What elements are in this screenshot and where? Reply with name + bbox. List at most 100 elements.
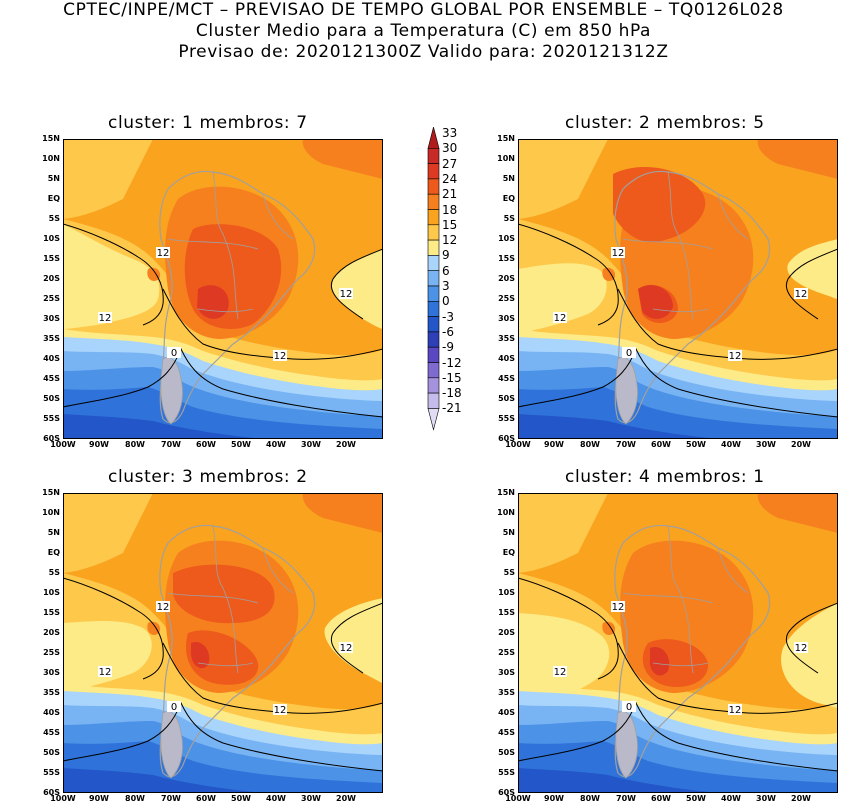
lon-label: 80W bbox=[580, 794, 600, 803]
band-ge-24 bbox=[191, 642, 210, 669]
country-borders bbox=[167, 171, 294, 320]
south-america-coastline bbox=[614, 524, 771, 778]
contour-0 bbox=[518, 701, 838, 772]
lat-label: 50S bbox=[43, 748, 60, 757]
contour-0 bbox=[63, 701, 383, 772]
contour-12-west bbox=[63, 223, 164, 326]
lat-label: 5N bbox=[47, 528, 60, 537]
south-america-coastline bbox=[614, 170, 771, 424]
band-12-15-nw bbox=[63, 493, 153, 573]
map-svg: 12 12 12 12 0 bbox=[63, 493, 383, 793]
south-america-coastline bbox=[159, 524, 316, 778]
contour-12-east bbox=[785, 602, 838, 674]
lat-label: 45S bbox=[43, 374, 60, 383]
contour-12-south bbox=[617, 288, 838, 360]
lon-label: 100W bbox=[505, 794, 531, 803]
lon-label: 90W bbox=[544, 794, 564, 803]
colorbar-label: -12 bbox=[442, 355, 462, 370]
lat-label: 10N bbox=[42, 508, 60, 517]
colorbar-label: 9 bbox=[442, 248, 450, 263]
band-18-21-blob bbox=[147, 621, 161, 635]
colorbar-label: 12 bbox=[442, 233, 458, 248]
lat-label: 60S bbox=[498, 434, 515, 443]
lon-label: 50W bbox=[686, 794, 706, 803]
contour-label-12: 12 bbox=[157, 248, 170, 259]
lat-label: 35S bbox=[498, 334, 515, 343]
lat-label: 35S bbox=[43, 688, 60, 697]
contour-label-12: 12 bbox=[274, 351, 287, 362]
map-svg: 12 12 12 12 0 bbox=[518, 493, 838, 793]
lat-label: EQ bbox=[502, 548, 515, 557]
contour-0 bbox=[518, 347, 838, 418]
lat-label: 20S bbox=[498, 628, 515, 637]
contour-label-12: 12 bbox=[612, 602, 625, 613]
colorbar-swatch bbox=[427, 301, 440, 317]
header: CPTEC/INPE/MCT – PREVISAO DE TEMPO GLOBA… bbox=[0, 0, 847, 63]
contour-12-west bbox=[518, 577, 619, 680]
lon-label: 30W bbox=[301, 440, 321, 449]
band-ge-24 bbox=[649, 647, 670, 676]
map-frame bbox=[63, 139, 383, 439]
map-svg: 12 12 12 12 0 bbox=[518, 139, 838, 439]
band-12-15-nw bbox=[518, 139, 608, 219]
band-12-15-nw bbox=[63, 139, 153, 219]
lat-label: 10N bbox=[42, 154, 60, 163]
lat-label: 55S bbox=[43, 768, 60, 777]
lon-label: 50W bbox=[231, 794, 251, 803]
colorbar-label: -3 bbox=[442, 309, 454, 324]
contour-label-12: 12 bbox=[729, 705, 742, 716]
lat-label: 45S bbox=[498, 374, 515, 383]
contour-label-12: 12 bbox=[795, 289, 808, 300]
lat-label: 30S bbox=[498, 668, 515, 677]
lat-label: 60S bbox=[498, 788, 515, 797]
colorbar-label: 30 bbox=[442, 141, 458, 156]
colorbar-swatch bbox=[427, 392, 440, 409]
lat-label: 10N bbox=[497, 508, 515, 517]
map-frame bbox=[518, 139, 838, 439]
lon-label: 80W bbox=[125, 794, 145, 803]
colorbar-swatch bbox=[427, 316, 440, 333]
lat-label: 20S bbox=[43, 274, 60, 283]
lat-label: 5N bbox=[502, 174, 515, 183]
contour-label-12: 12 bbox=[157, 602, 170, 613]
lat-label: 60S bbox=[43, 434, 60, 443]
contour-label-12: 12 bbox=[99, 313, 112, 324]
contour-12-east bbox=[785, 248, 838, 320]
band-18-21-corner bbox=[302, 493, 383, 533]
lon-label: 50W bbox=[686, 440, 706, 449]
colorbar-label: 15 bbox=[442, 217, 458, 232]
colorbar-swatch bbox=[427, 346, 440, 363]
lat-label: 25S bbox=[498, 294, 515, 303]
contour-label-12: 12 bbox=[340, 289, 353, 300]
contour-label-12: 12 bbox=[612, 248, 625, 259]
colorbar-swatch bbox=[427, 178, 440, 195]
band-9-12-west bbox=[518, 263, 607, 334]
colorbar-swatch bbox=[427, 255, 440, 271]
lon-label: 50W bbox=[231, 440, 251, 449]
contour-12-west bbox=[518, 223, 619, 326]
lon-label: 60W bbox=[196, 794, 216, 803]
colorbar-swatch bbox=[427, 163, 440, 180]
band-le-m3 bbox=[63, 768, 263, 793]
contour-label-12: 12 bbox=[274, 705, 287, 716]
lat-label: 20S bbox=[43, 628, 60, 637]
contour-label-12: 12 bbox=[729, 351, 742, 362]
band-9-12-west bbox=[63, 224, 160, 329]
lat-label: 40S bbox=[43, 708, 60, 717]
colorbar-label: 6 bbox=[442, 263, 450, 278]
header-line-2: Cluster Medio para a Temperatura (C) em … bbox=[195, 21, 652, 41]
lat-label: 55S bbox=[498, 414, 515, 423]
contour-12-south bbox=[617, 642, 838, 714]
colorbar-label: -15 bbox=[442, 370, 462, 385]
map-frame bbox=[518, 493, 838, 793]
lat-label: 15N bbox=[497, 488, 515, 497]
lat-label: 30S bbox=[43, 314, 60, 323]
lon-label: 90W bbox=[544, 440, 564, 449]
lat-label: 45S bbox=[498, 728, 515, 737]
band-9-12-east bbox=[331, 249, 383, 329]
lon-label: 30W bbox=[756, 440, 776, 449]
lat-label: 50S bbox=[498, 748, 515, 757]
lon-label: 70W bbox=[161, 440, 181, 449]
contour-12-east bbox=[330, 248, 383, 320]
contour-label-0: 0 bbox=[171, 348, 177, 359]
